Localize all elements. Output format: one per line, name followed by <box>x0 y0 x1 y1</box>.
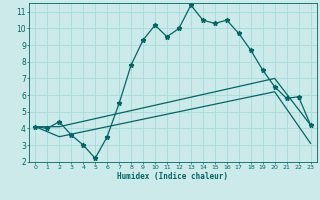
X-axis label: Humidex (Indice chaleur): Humidex (Indice chaleur) <box>117 172 228 181</box>
